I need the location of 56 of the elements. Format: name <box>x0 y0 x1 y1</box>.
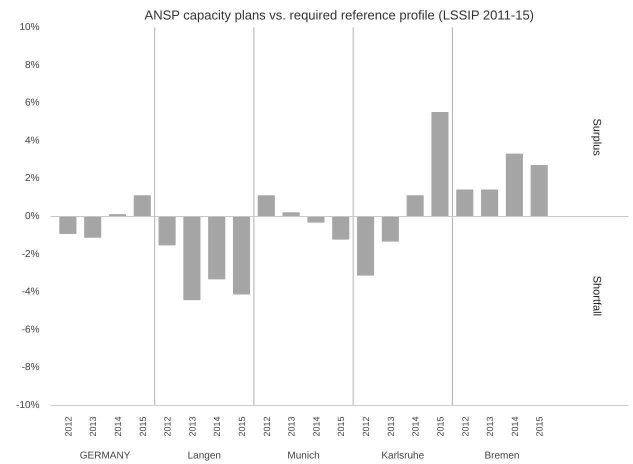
bar <box>431 112 449 217</box>
y-tick-label: 0% <box>25 211 40 222</box>
x-tick-label: 2014 <box>112 416 123 437</box>
y-tick-label: -8% <box>22 362 40 374</box>
y-tick-label: -10% <box>16 400 40 411</box>
x-tick-label: 2012 <box>460 416 470 437</box>
y-tick-label: 4% <box>25 135 40 146</box>
x-tick-label: 2015 <box>435 416 446 437</box>
text: Surplus <box>590 118 602 156</box>
x-tick-label: 2015 <box>336 416 346 437</box>
text: Bremen <box>484 450 520 462</box>
bar <box>134 195 151 217</box>
x-tick-label: 2015 <box>138 416 148 437</box>
bar <box>481 190 498 217</box>
x-tick-label: 2012 <box>262 416 272 437</box>
bar <box>356 216 374 276</box>
text: Langen <box>188 450 221 462</box>
text: GERMANY <box>80 450 131 462</box>
x-tick-label: 2015 <box>534 416 545 437</box>
chart-title: ANSP capacity plans vs. required reference profile (LSSIP 2011-15) <box>144 8 534 22</box>
bar <box>158 216 176 246</box>
y-tick-label: -2% <box>22 248 40 260</box>
y-tick-label: -4% <box>22 286 40 298</box>
x-tick-label: 2012 <box>162 416 173 437</box>
text: Karlsruhe <box>381 450 425 462</box>
bar <box>258 195 275 217</box>
bar <box>406 195 424 217</box>
y-tick-label: 10% <box>19 22 40 33</box>
x-tick-label: 2014 <box>212 416 222 437</box>
y-tick-label: 6% <box>25 98 40 109</box>
text: Munich <box>287 450 320 462</box>
bar <box>456 190 474 217</box>
bar <box>183 216 200 300</box>
bar <box>208 216 226 280</box>
y-tick-label: -6% <box>22 324 40 336</box>
x-tick-label: 2013 <box>386 416 396 437</box>
text: Shortfall <box>590 276 602 316</box>
x-tick-label: 2014 <box>311 416 322 437</box>
bar <box>332 216 350 240</box>
x-tick-label: 2013 <box>286 416 297 437</box>
x-tick-label: 2012 <box>361 416 372 437</box>
x-tick-label: 2012 <box>63 416 74 437</box>
x-tick-label: 2013 <box>485 416 496 437</box>
bar <box>382 216 399 242</box>
x-tick-label: 2013 <box>187 416 198 437</box>
bar <box>59 216 76 234</box>
bar <box>232 216 250 294</box>
x-tick-label: 2015 <box>237 416 248 437</box>
bar <box>530 164 548 217</box>
x-tick-label: 2014 <box>510 416 520 437</box>
x-tick-label: 2013 <box>88 416 98 437</box>
y-tick-label: 8% <box>25 60 40 71</box>
bar <box>506 154 523 217</box>
y-tick-label: 2% <box>25 173 40 184</box>
x-tick-label: 2014 <box>410 416 421 437</box>
bar <box>84 216 102 238</box>
